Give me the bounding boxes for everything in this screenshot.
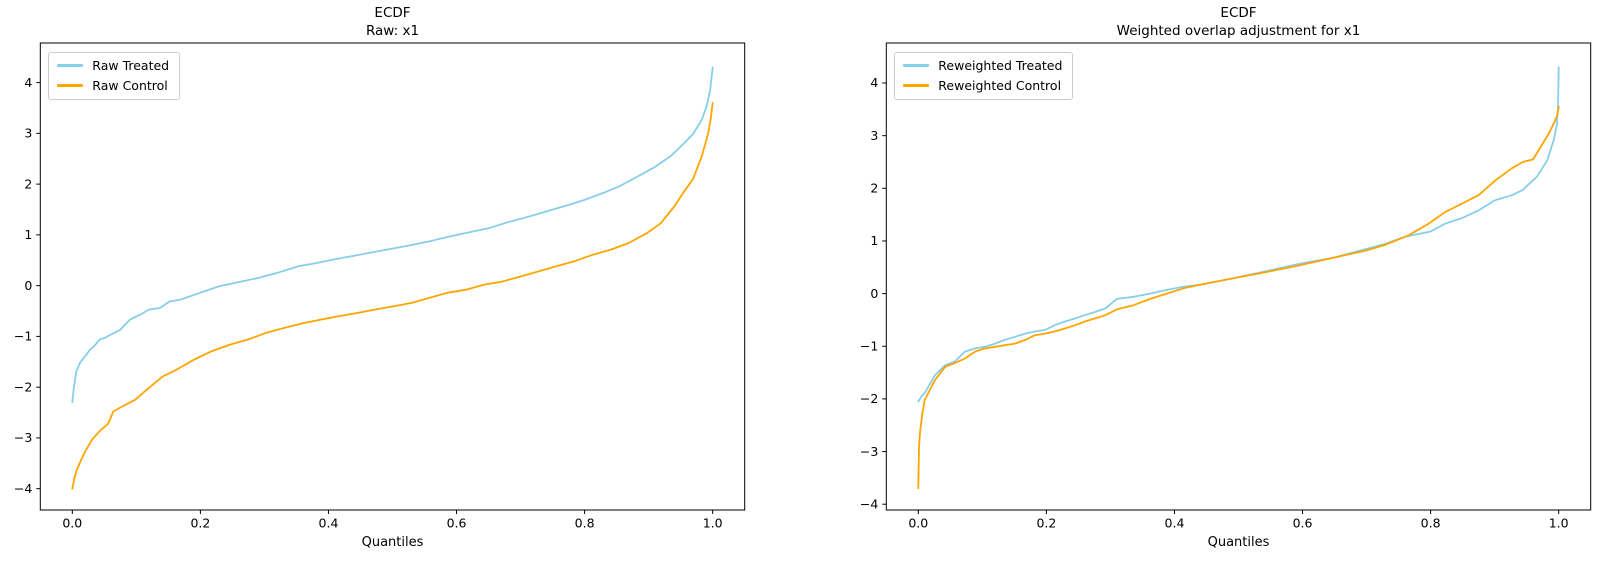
plot2-title: ECDF Weighted overlap adjustment for x1 <box>886 5 1590 40</box>
x-tick-label: 0.0 <box>908 516 928 531</box>
legend-entry-reweighted-treated: Reweighted Treated <box>903 58 1062 73</box>
x-tick-label: 1.0 <box>1549 516 1569 531</box>
axes-spines <box>885 42 1592 511</box>
series-line-raw-treated <box>71 66 714 404</box>
legend-label-raw-control: Raw Control <box>92 78 168 93</box>
y-tick-label: −3 <box>14 430 32 445</box>
plot1-title-line2: Raw: x1 <box>365 22 420 39</box>
axes-spines <box>39 42 746 511</box>
y-tick-label: 1 <box>24 227 32 242</box>
x-tick-label: 0.6 <box>447 516 467 531</box>
plot1-title-line1: ECDF <box>374 5 411 21</box>
y-tick-label: 2 <box>24 176 32 191</box>
series-line-reweighted-control <box>917 105 1560 490</box>
x-tick-label: 1.0 <box>703 516 723 531</box>
x-tick-label: 0.0 <box>62 516 82 531</box>
legend-label-reweighted-control: Reweighted Control <box>938 78 1062 93</box>
legend-entry-reweighted-control: Reweighted Control <box>903 78 1062 93</box>
legend-entry-raw-control: Raw Control <box>57 78 169 93</box>
y-tick-label: 2 <box>870 181 878 196</box>
y-tick-label: −1 <box>14 329 32 344</box>
y-tick-label: −4 <box>860 496 878 511</box>
y-tick-label: 0 <box>870 286 878 301</box>
y-tick-label: 4 <box>870 75 878 90</box>
y-tick-label: 4 <box>24 75 32 90</box>
x-tick-label: 0.2 <box>190 516 210 531</box>
plot1-legend: Raw Treated Raw Control <box>48 52 181 100</box>
y-tick-label: −3 <box>860 444 878 459</box>
plot2-xaxis-label: Quantiles <box>1207 535 1270 550</box>
plot1-xaxis-label: Quantiles <box>361 535 424 550</box>
plot1-title: ECDF Raw: x1 <box>40 5 744 40</box>
x-tick-label: 0.8 <box>575 516 595 531</box>
x-tick-label: 0.4 <box>1165 516 1185 531</box>
legend-label-reweighted-treated: Reweighted Treated <box>938 58 1063 73</box>
series-line-reweighted-treated <box>917 66 1560 403</box>
series-line-raw-control <box>71 102 714 490</box>
y-tick-label: −2 <box>14 379 32 394</box>
y-tick-label: −4 <box>14 481 32 496</box>
y-tick-label: 3 <box>870 128 878 143</box>
y-tick-label: −2 <box>860 391 878 406</box>
legend-entry-raw-treated: Raw Treated <box>57 58 169 73</box>
control-line-swatch <box>57 84 84 87</box>
treated-line-swatch <box>57 64 84 67</box>
plot2-title-line1: ECDF <box>1220 5 1257 21</box>
control-line-swatch <box>903 84 930 87</box>
x-tick-label: 0.8 <box>1421 516 1441 531</box>
x-tick-label: 0.6 <box>1293 516 1313 531</box>
y-tick-label: 1 <box>870 233 878 248</box>
x-tick-label: 0.2 <box>1036 516 1056 531</box>
x-tick-label: 0.4 <box>319 516 339 531</box>
plot2-title-line2: Weighted overlap adjustment for x1 <box>1116 22 1361 39</box>
plot2-legend: Reweighted Treated Reweighted Control <box>894 52 1074 100</box>
treated-line-swatch <box>903 64 930 67</box>
legend-label-raw-treated: Raw Treated <box>92 58 170 73</box>
y-tick-label: −1 <box>860 338 878 353</box>
y-tick-label: 0 <box>24 278 32 293</box>
y-tick-label: 3 <box>24 126 32 141</box>
